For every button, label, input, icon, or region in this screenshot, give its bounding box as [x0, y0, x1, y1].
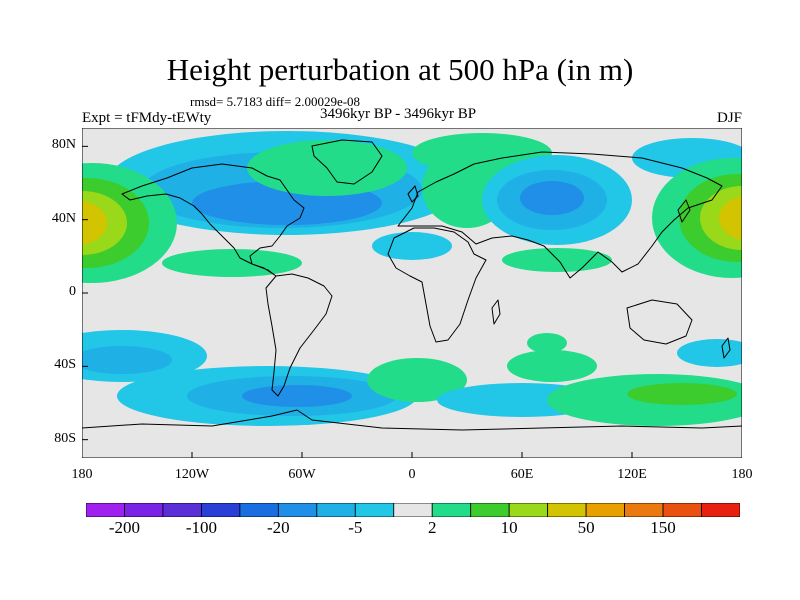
experiment-label: Expt = tFMdy-tEWty [82, 110, 212, 126]
height-perturbation-map [82, 128, 742, 458]
colorbar-box [547, 503, 587, 517]
asia-negative-core [520, 181, 584, 215]
field-contours [82, 128, 742, 458]
colorbar-label: -20 [267, 518, 290, 537]
lon-tick-label: 120W [174, 467, 210, 482]
north-pacific-positive-east [652, 158, 742, 278]
coast-australia [626, 299, 693, 345]
period-label: 3496kyr BP - 3496kyr BP [320, 106, 477, 122]
coast-africa [387, 227, 487, 343]
colorbar-box [624, 503, 664, 517]
coast-eurasia [397, 151, 723, 279]
colorbar-label: 10 [500, 518, 518, 537]
atlantic-negative-patch [372, 232, 452, 260]
india-positive-patch [502, 248, 612, 272]
south-pacific-negative-core [82, 346, 172, 374]
colorbar-box [393, 503, 433, 517]
colorbar-box [701, 503, 740, 517]
coast-north-america [121, 163, 305, 277]
colorbar-box [316, 503, 356, 517]
colorbar-box [508, 503, 549, 517]
south-pacific-east-core [627, 383, 737, 405]
lat-tick-label: 80S [54, 430, 76, 446]
colorbar-label: 2 [427, 518, 437, 537]
madagascar-positive-blob [527, 333, 567, 353]
colorbar-box [277, 503, 318, 517]
coast-antarctica [82, 409, 742, 431]
colorbar-box [431, 503, 472, 517]
rmsd-stats: rmsd= 5.7183 diff= 2.00029e-08 [190, 94, 361, 109]
lon-tick-label: 60W [288, 467, 316, 482]
colorbar-box [162, 503, 202, 517]
coast-madagascar [491, 299, 501, 325]
coastlines [82, 139, 742, 431]
colorbar-label: 150 [650, 518, 676, 537]
colorbar-box [124, 503, 164, 517]
colorbar-label: -5 [348, 518, 363, 537]
colorbar-box [585, 503, 625, 517]
colorbar-box [662, 503, 702, 517]
lat-tick-label: 40N [51, 210, 76, 226]
lon-tick-label: 120E [617, 467, 647, 482]
colorbar-box [470, 503, 510, 517]
south-atlantic-positive-area [367, 358, 467, 402]
colorbar-box [354, 503, 395, 517]
lon-tick-label: 180 [71, 467, 93, 482]
plot-title: Height perturbation at 500 hPa (in m) [166, 52, 634, 87]
lat-tick-label: 0 [69, 284, 76, 299]
colorbar-box [86, 503, 125, 517]
season-label: DJF [716, 110, 742, 126]
south-atlantic-negative-core [242, 385, 352, 407]
colorbar [86, 503, 740, 517]
coast-uk [407, 185, 419, 203]
coast-japan [677, 199, 691, 223]
lon-tick-label: 0 [408, 467, 416, 482]
coast-greenland [311, 139, 383, 185]
colorbar-label: -100 [185, 518, 217, 537]
lon-tick-label: 180 [731, 467, 753, 482]
coast-south-america [265, 273, 333, 397]
south-pacific-east-negative [677, 339, 742, 367]
north-pacific-positive-west [82, 163, 177, 283]
tropical-positive-patch [162, 249, 302, 277]
colorbar-box [201, 503, 241, 517]
lat-tick-label: 80N [51, 137, 76, 153]
axis-ticks [82, 145, 742, 458]
indian-ocean-positive-area [507, 350, 597, 382]
colorbar-label: 50 [577, 518, 595, 537]
colorbar-label: -200 [108, 518, 141, 537]
lon-tick-label: 60E [510, 467, 534, 482]
colorbar-box [239, 503, 279, 517]
lat-tick-label: 40S [54, 357, 76, 373]
coast-new-zealand [721, 337, 731, 359]
